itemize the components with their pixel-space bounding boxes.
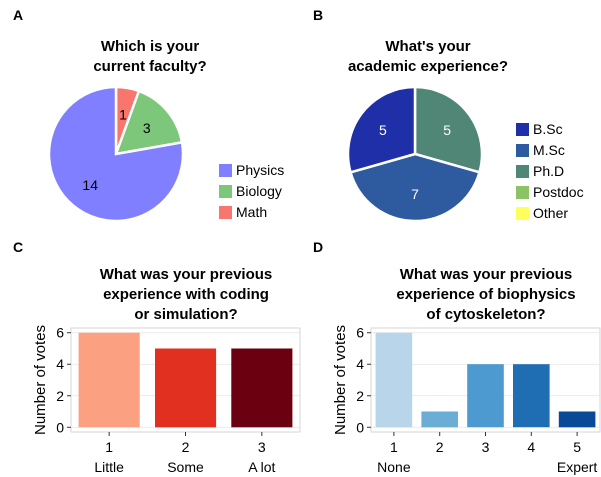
panel-c: C What was your previous experience with…: [13, 239, 301, 475]
pie-a-slice-physics: [47, 85, 185, 223]
pie-a-legend-label-physics: Physics: [236, 162, 284, 178]
bar-c-y-tick-label-0: 0: [56, 419, 64, 435]
bar-d-y-tick-label-2: 2: [356, 388, 364, 404]
panel-letter-a: A: [13, 7, 23, 23]
pie-a-title-line-1: Which is your: [101, 38, 200, 55]
pie-b-legend-key-b-sc: [516, 123, 529, 136]
pie-a-legend-label-biology: Biology: [236, 183, 282, 199]
bar-c-x-tick-label-1: 1: [105, 439, 113, 455]
pie-b-slice-label-m-sc: 7: [411, 186, 419, 202]
pie-b-slice-m-sc: [349, 152, 481, 223]
pie-b-slice-label-b-sc: 5: [379, 122, 387, 138]
pie-a-slice-label-biology: 3: [143, 120, 151, 136]
pie-a-legend-key-math: [219, 206, 232, 219]
pie-b-legend-key-ph-d: [516, 165, 529, 178]
bar-c-y-axis-label: Number of votes: [32, 325, 49, 435]
bar-d-x-tick-label-5: 5: [573, 439, 581, 455]
bar-d-bar-4: [513, 364, 550, 428]
bar-d-bar-3: [467, 364, 504, 428]
bar-d-x-tick-label-1: 1: [390, 439, 398, 455]
bar-c-y-tick-label-2: 2: [56, 388, 64, 404]
panel-letter-c: C: [13, 239, 23, 255]
bar-c-x-tick-label-3: 3: [258, 439, 266, 455]
panel-letter-d: D: [313, 239, 323, 255]
bar-chart-d: 0 2 4 6 1 None 2 3 4 5 Expert: [356, 325, 601, 475]
bar-d-y-axis-label: Number of votes: [332, 325, 349, 435]
bar-c-title-line-1: What was your previous: [100, 266, 273, 283]
bar-d-y-tick-label-6: 6: [356, 325, 364, 341]
bar-c-x-sublabel-a-lot: A lot: [248, 459, 275, 475]
pie-b: 5 7 5: [346, 85, 484, 223]
bar-d-x-sublabel-none: None: [377, 459, 411, 475]
bar-c-x-sublabel-some: Some: [167, 459, 204, 475]
pie-b-legend-label-other: Other: [533, 205, 568, 221]
pie-a-slice-biology: [114, 89, 184, 156]
panel-a: A Which is your current faculty? 13 14 Ph…: [13, 7, 284, 223]
bar-d-title-line-2: experience of biophysics: [396, 286, 575, 303]
bar-d-title-line-3: of cytoskeleton?: [426, 306, 545, 323]
pie-b-legend-key-other: [516, 207, 529, 220]
pie-b-legend-label-ph-d: Ph.D: [533, 163, 564, 179]
bar-d-bar-5: [558, 411, 596, 428]
pie-a-slice-label-physics: 14: [82, 177, 98, 193]
bar-c-bar-3: [231, 348, 293, 428]
pie-b-slice-b-sc: [346, 85, 417, 174]
pie-a: 13 14: [47, 85, 185, 223]
panel-d: D What was your previous experience of b…: [313, 239, 601, 475]
pie-b-legend: B.Sc M.Sc Ph.D Postdoc Other: [516, 121, 584, 221]
pie-a-slice-label-math: 1: [119, 106, 127, 122]
bar-c-y-tick-label-4: 4: [56, 356, 64, 372]
bar-c-title-line-2: experience with coding: [103, 286, 269, 303]
pie-b-legend-key-m-sc: [516, 144, 529, 157]
bar-chart-c: 0 2 4 6 1 Little 2 Some 3 A lot: [56, 325, 301, 475]
panel-letter-b: B: [313, 7, 323, 23]
bar-d-x-sublabel-expert: Expert: [557, 459, 598, 475]
bar-c-y-tick-label-6: 6: [56, 325, 64, 341]
pie-b-title-line-1: What's your: [385, 38, 470, 55]
bar-c-bar-1: [78, 332, 140, 428]
bar-d-x-tick-label-4: 4: [527, 439, 535, 455]
pie-b-legend-key-postdoc: [516, 186, 529, 199]
bar-d-x-tick-label-2: 2: [436, 439, 444, 455]
pie-a-legend-label-math: Math: [236, 204, 267, 220]
bar-c-x-sublabel-little: Little: [94, 459, 124, 475]
pie-b-legend-label-m-sc: M.Sc: [533, 142, 565, 158]
bar-d-title-line-1: What was your previous: [400, 266, 573, 283]
pie-b-legend-label-postdoc: Postdoc: [533, 184, 584, 200]
pie-a-title-line-2: current faculty?: [93, 58, 206, 75]
bar-d-x-tick-label-3: 3: [482, 439, 490, 455]
bar-c-title-line-3: or simulation?: [134, 306, 237, 323]
pie-a-legend-key-physics: [219, 164, 232, 177]
panel-b: B What's your academic experience? 5 7 5 B…: [313, 7, 584, 223]
bar-c-bar-2: [155, 348, 217, 428]
pie-b-slice-label-ph-d: 5: [443, 122, 451, 138]
pie-b-slice-ph-d: [413, 85, 484, 174]
bar-d-y-tick-label-4: 4: [356, 356, 364, 372]
pie-b-legend-label-b-sc: B.Sc: [533, 121, 563, 137]
bar-d-bar-1: [375, 332, 413, 428]
bar-d-y-tick-label-0: 0: [356, 419, 364, 435]
bar-c-x-tick-label-2: 2: [182, 439, 190, 455]
pie-a-legend: Physics Biology Math: [219, 162, 284, 220]
pie-a-legend-key-biology: [219, 185, 232, 198]
bar-d-bar-2: [421, 411, 458, 428]
pie-b-title-line-2: academic experience?: [348, 58, 508, 75]
